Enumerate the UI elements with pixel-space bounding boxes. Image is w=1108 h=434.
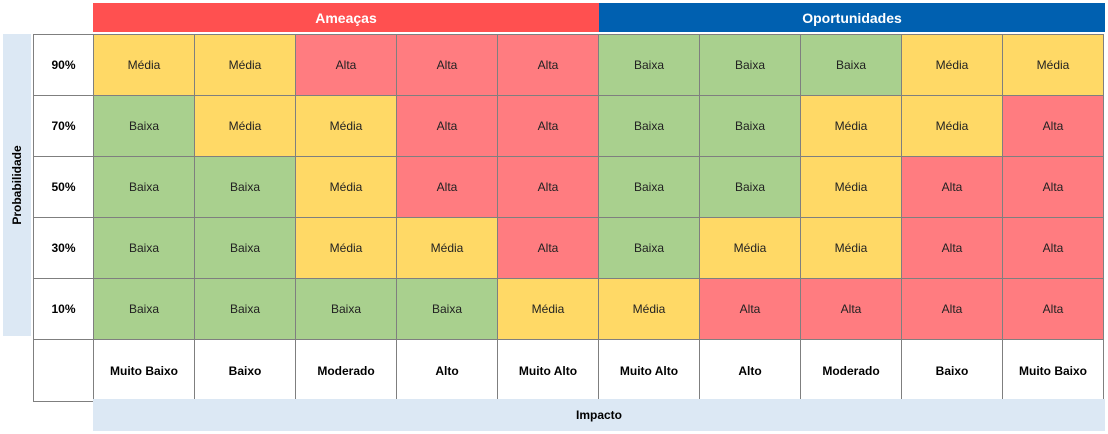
matrix-cell: Média (194, 95, 296, 157)
matrix-row: 70% Baixa Média Média Alta Alta Baixa Baixa Médi… (33, 95, 1104, 157)
matrix-cell: Média (93, 34, 195, 96)
matrix-cell: Alta (295, 34, 397, 96)
matrix-cell: Alta (1002, 156, 1104, 218)
matrix-cell: Média (800, 95, 902, 157)
probability-tick-label: 30% (33, 217, 94, 279)
matrix-cell: Média (295, 156, 397, 218)
matrix-cell: Alta (1002, 217, 1104, 279)
matrix-cell: Baixa (699, 34, 801, 96)
matrix-cell: Alta (1002, 278, 1104, 340)
impact-tick-label: Alto (699, 339, 801, 402)
matrix-cell: Baixa (194, 156, 296, 218)
matrix-cell: Baixa (800, 34, 902, 96)
matrix-row: 30% Baixa Baixa Média Média Alta Baixa Média Méd… (33, 217, 1104, 279)
matrix-cell: Alta (800, 278, 902, 340)
probability-tick-label: 90% (33, 34, 94, 96)
matrix-cell: Média (194, 34, 296, 96)
matrix-cell: Média (295, 217, 397, 279)
matrix-cell: Baixa (93, 95, 195, 157)
matrix-cell: Média (901, 34, 1003, 96)
matrix-cell: Alta (901, 217, 1003, 279)
probability-tick-label: 10% (33, 278, 94, 340)
matrix-cell: Alta (396, 156, 498, 218)
impact-row: Muito Baixo Baixo Moderado Alto Muito Alto Mu… (33, 339, 1104, 402)
threats-header: Ameaças (93, 3, 599, 32)
matrix-cell: Alta (1002, 95, 1104, 157)
probability-tick-label: 50% (33, 156, 94, 218)
matrix-cell: Alta (497, 156, 599, 218)
matrix-cell: Média (598, 278, 700, 340)
matrix-cell: Média (901, 95, 1003, 157)
matrix-cell: Baixa (93, 278, 195, 340)
matrix-cell: Alta (497, 95, 599, 157)
impact-tick-label: Baixo (901, 339, 1003, 402)
impact-tick-label: Baixo (194, 339, 296, 402)
matrix-cell: Baixa (93, 156, 195, 218)
matrix-cell: Média (497, 278, 599, 340)
matrix-cell: Baixa (295, 278, 397, 340)
matrix-cell: Baixa (598, 217, 700, 279)
matrix-cell: Alta (901, 156, 1003, 218)
matrix-cell: Alta (699, 278, 801, 340)
matrix-cell: Baixa (194, 278, 296, 340)
matrix-cell: Baixa (699, 95, 801, 157)
probability-axis-label: Probabilidade (10, 145, 24, 225)
matrix-cell: Média (1002, 34, 1104, 96)
matrix-cell: Alta (497, 34, 599, 96)
impact-tick-label: Alto (396, 339, 498, 402)
matrix-cell: Alta (901, 278, 1003, 340)
probability-tick-label: 70% (33, 95, 94, 157)
opportunities-header: Oportunidades (599, 3, 1105, 32)
matrix-row: 50% Baixa Baixa Média Alta Alta Baixa Baixa Médi… (33, 156, 1104, 218)
matrix-cell: Média (800, 156, 902, 218)
matrix-cell: Alta (497, 217, 599, 279)
impact-tick-label: Muito Alto (497, 339, 599, 402)
impact-tick-label: Moderado (800, 339, 902, 402)
matrix-cell: Baixa (699, 156, 801, 218)
matrix-row: 90% Média Média Alta Alta Alta Baixa Baixa Baixa… (33, 34, 1104, 96)
impact-tick-label: Moderado (295, 339, 397, 402)
impact-tick-label: Muito Baixo (93, 339, 195, 402)
matrix-cell: Baixa (598, 156, 700, 218)
impact-axis-label: Impacto (93, 399, 1105, 431)
matrix-cell: Média (396, 217, 498, 279)
matrix-cell: Alta (396, 34, 498, 96)
corner-spacer (33, 339, 94, 402)
matrix-cell: Baixa (194, 217, 296, 279)
risk-matrix: 90% Média Média Alta Alta Alta Baixa Baixa Baixa… (33, 34, 1104, 402)
matrix-cell: Baixa (598, 95, 700, 157)
matrix-cell: Baixa (93, 217, 195, 279)
matrix-cell: Média (295, 95, 397, 157)
matrix-cell: Alta (396, 95, 498, 157)
matrix-cell: Média (699, 217, 801, 279)
matrix-cell: Média (800, 217, 902, 279)
probability-axis-band (3, 34, 31, 336)
matrix-cell: Baixa (396, 278, 498, 340)
impact-tick-label: Muito Alto (598, 339, 700, 402)
matrix-row: 10% Baixa Baixa Baixa Baixa Média Média Alta Alt… (33, 278, 1104, 340)
impact-tick-label: Muito Baixo (1002, 339, 1104, 402)
matrix-cell: Baixa (598, 34, 700, 96)
